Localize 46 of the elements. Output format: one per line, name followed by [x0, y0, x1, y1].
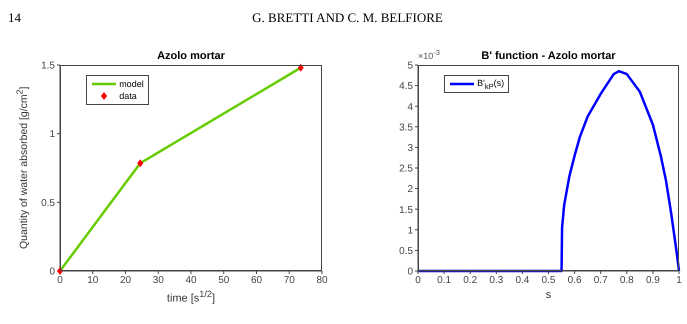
x-tick-label: 0.6 [568, 275, 582, 286]
x-tick-label: 0.1 [437, 275, 452, 286]
y-tick-label: 4.5 [399, 81, 414, 92]
x-tick-label: 0.5 [542, 275, 556, 286]
x-tick-label: 0 [57, 275, 64, 286]
x-tick-label: 70 [284, 275, 296, 286]
x-axis-title: s [544, 289, 552, 301]
y-tick-label: 0 [49, 266, 56, 278]
y-tick-label: 2 [407, 184, 414, 196]
x-tick-label: 0.2 [463, 275, 478, 286]
y-tick-label: 1.5 [41, 60, 56, 72]
x-tick-label: 0.8 [620, 275, 634, 286]
x-tick-label: 0.3 [489, 275, 504, 286]
x-tick-label: 0.7 [594, 275, 608, 286]
x-tick-label: 10 [87, 275, 99, 286]
x-tick-label: 20 [120, 275, 132, 286]
y-tick-label: 0 [407, 266, 414, 278]
y-tick-label: 1.5 [399, 204, 414, 216]
point [137, 159, 144, 168]
x-tick-label: 0.4 [515, 275, 530, 286]
text: 14 [8, 10, 21, 26]
y-tick-label: 3.5 [399, 122, 414, 134]
x-tick-label: 80 [316, 275, 328, 286]
y-tick-label: 2.5 [399, 164, 414, 175]
y-tick-label: 1 [407, 225, 414, 236]
x-axis-title: time [s$^{1/2}$] [166, 289, 216, 305]
legend-label: model [119, 79, 144, 90]
text: G. BRETTI AND C. M. BELFIORE [252, 10, 443, 25]
x-tick-label: 1 [676, 275, 682, 286]
y-tick-label: 0.5 [41, 198, 56, 209]
x-tick-label: 60 [250, 275, 262, 286]
chart-title: B' function - Azolo mortar [481, 50, 616, 62]
y-tick-label: 5 [407, 60, 414, 72]
y-tick-label: 0.5 [399, 246, 414, 257]
x-tick-label: 0.9 [646, 275, 660, 286]
y-tick-label: 4 [407, 102, 414, 113]
x-tick-label: 40 [185, 275, 197, 286]
x-tick-label: 30 [152, 275, 164, 286]
text: ×10$^{-3}$ [418, 48, 440, 61]
y-tick-label: 3 [407, 142, 414, 154]
legend-label: data [119, 91, 137, 102]
legend-label: B'$_{kP}$(s) [477, 78, 504, 91]
chart-title: Azolo mortar [156, 50, 226, 62]
y-tick-label: 1 [49, 129, 56, 140]
x-tick-label: 50 [218, 275, 230, 286]
x-tick-label: 0 [415, 275, 422, 286]
